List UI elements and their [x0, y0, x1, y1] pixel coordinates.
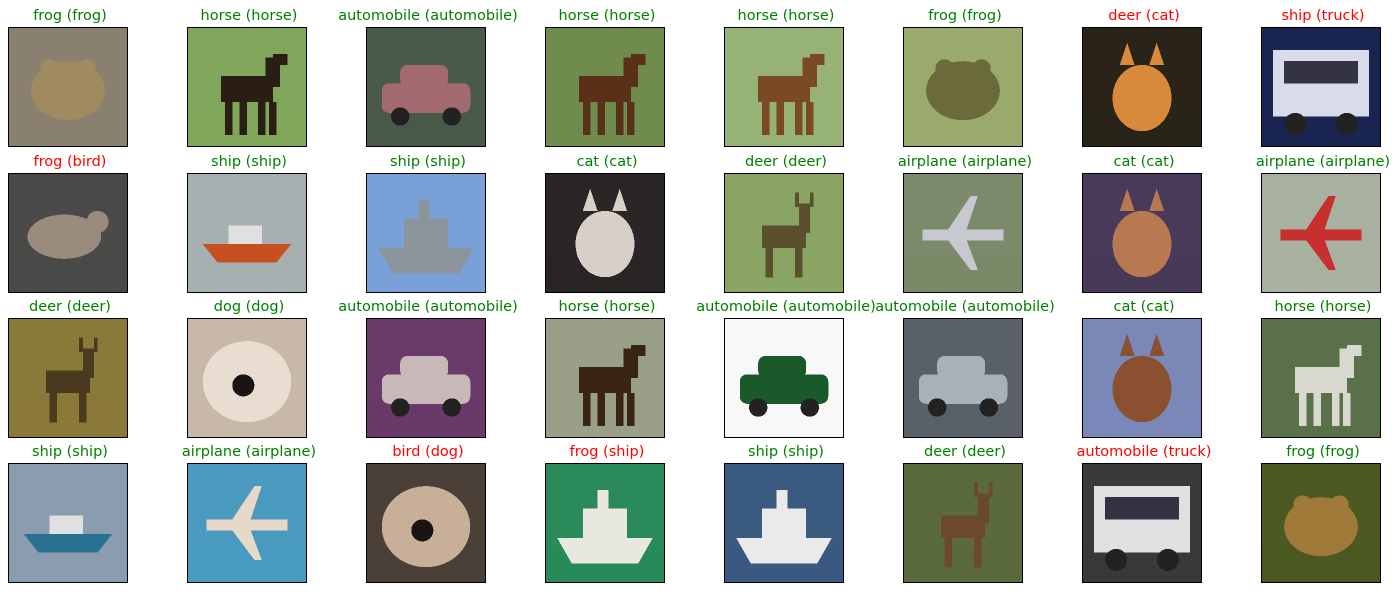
prediction-cell: ship (ship): [696, 441, 876, 583]
prediction-cell: airplane (airplane): [159, 441, 339, 583]
sample-image: [903, 173, 1023, 293]
prediction-label: cat (cat): [1113, 299, 1175, 315]
prediction-cell: horse (horse): [159, 5, 339, 147]
sample-image: [366, 318, 486, 438]
sample-image: [724, 463, 844, 583]
prediction-cell: frog (bird): [0, 151, 160, 293]
sample-image: [903, 27, 1023, 147]
sample-image: [187, 463, 307, 583]
sample-image: [1082, 27, 1202, 147]
prediction-label: airplane (airplane): [181, 444, 317, 460]
prediction-cell: automobile (automobile): [338, 5, 518, 147]
prediction-label: bird (dog): [392, 444, 464, 460]
prediction-label: frog (frog): [1286, 444, 1360, 460]
sample-image: [187, 173, 307, 293]
prediction-label: horse (horse): [737, 8, 835, 24]
sample-image: [545, 318, 665, 438]
sample-image: [1261, 463, 1381, 583]
prediction-label: horse (horse): [558, 8, 656, 24]
prediction-label: ship (ship): [748, 444, 824, 460]
prediction-cell: deer (deer): [696, 151, 876, 293]
sample-image: [1261, 318, 1381, 438]
prediction-cell: ship (ship): [0, 441, 160, 583]
prediction-label: deer (deer): [29, 299, 111, 315]
prediction-cell: airplane (airplane): [1233, 151, 1399, 293]
prediction-cell: frog (frog): [0, 5, 160, 147]
sample-image: [724, 318, 844, 438]
prediction-cell: horse (horse): [517, 296, 697, 438]
prediction-label: airplane (airplane): [1255, 154, 1391, 170]
prediction-label: dog (dog): [213, 299, 285, 315]
prediction-cell: horse (horse): [1233, 296, 1399, 438]
prediction-label: horse (horse): [200, 8, 298, 24]
sample-image: [1261, 173, 1381, 293]
prediction-cell: cat (cat): [1054, 151, 1234, 293]
prediction-cell: automobile (automobile): [875, 296, 1055, 438]
prediction-label: frog (frog): [928, 8, 1002, 24]
prediction-cell: ship (truck): [1233, 5, 1399, 147]
sample-image: [1082, 173, 1202, 293]
sample-image: [545, 463, 665, 583]
prediction-cell: dog (dog): [159, 296, 339, 438]
prediction-label: airplane (airplane): [897, 154, 1033, 170]
prediction-label: horse (horse): [1274, 299, 1372, 315]
prediction-cell: horse (horse): [517, 5, 697, 147]
sample-image: [366, 27, 486, 147]
prediction-cell: cat (cat): [1054, 296, 1234, 438]
sample-image: [366, 463, 486, 583]
prediction-label: horse (horse): [558, 299, 656, 315]
prediction-cell: cat (cat): [517, 151, 697, 293]
sample-image: [8, 173, 128, 293]
sample-image: [8, 27, 128, 147]
prediction-label: frog (ship): [569, 444, 645, 460]
prediction-label: frog (frog): [33, 8, 107, 24]
prediction-label: ship (ship): [390, 154, 466, 170]
prediction-label: automobile (truck): [1076, 444, 1212, 460]
prediction-cell: airplane (airplane): [875, 151, 1055, 293]
sample-image: [724, 27, 844, 147]
sample-image: [903, 318, 1023, 438]
sample-image: [366, 173, 486, 293]
prediction-label: deer (deer): [745, 154, 827, 170]
prediction-label: cat (cat): [576, 154, 638, 170]
prediction-cell: deer (deer): [0, 296, 160, 438]
sample-image: [1082, 463, 1202, 583]
sample-image: [903, 463, 1023, 583]
sample-image: [187, 318, 307, 438]
sample-image: [1261, 27, 1381, 147]
prediction-cell: deer (cat): [1054, 5, 1234, 147]
sample-image: [8, 318, 128, 438]
prediction-label: automobile (automobile): [696, 299, 876, 315]
prediction-cell: ship (ship): [159, 151, 339, 293]
prediction-label: ship (truck): [1281, 8, 1365, 24]
prediction-label: automobile (automobile): [338, 8, 518, 24]
prediction-label: ship (ship): [211, 154, 287, 170]
prediction-label: deer (cat): [1108, 8, 1180, 24]
prediction-cell: automobile (automobile): [338, 296, 518, 438]
sample-image: [1082, 318, 1202, 438]
prediction-cell: automobile (truck): [1054, 441, 1234, 583]
prediction-cell: frog (frog): [875, 5, 1055, 147]
prediction-label: frog (bird): [33, 154, 107, 170]
sample-image: [545, 27, 665, 147]
prediction-label: cat (cat): [1113, 154, 1175, 170]
prediction-label: ship (ship): [32, 444, 108, 460]
prediction-label: automobile (automobile): [338, 299, 518, 315]
sample-image: [545, 173, 665, 293]
prediction-label: deer (deer): [924, 444, 1006, 460]
prediction-cell: horse (horse): [696, 5, 876, 147]
prediction-cell: automobile (automobile): [696, 296, 876, 438]
prediction-cell: deer (deer): [875, 441, 1055, 583]
sample-image: [8, 463, 128, 583]
prediction-cell: frog (ship): [517, 441, 697, 583]
prediction-cell: bird (dog): [338, 441, 518, 583]
prediction-cell: frog (frog): [1233, 441, 1399, 583]
prediction-label: automobile (automobile): [875, 299, 1055, 315]
sample-image: [724, 173, 844, 293]
prediction-cell: ship (ship): [338, 151, 518, 293]
sample-image: [187, 27, 307, 147]
